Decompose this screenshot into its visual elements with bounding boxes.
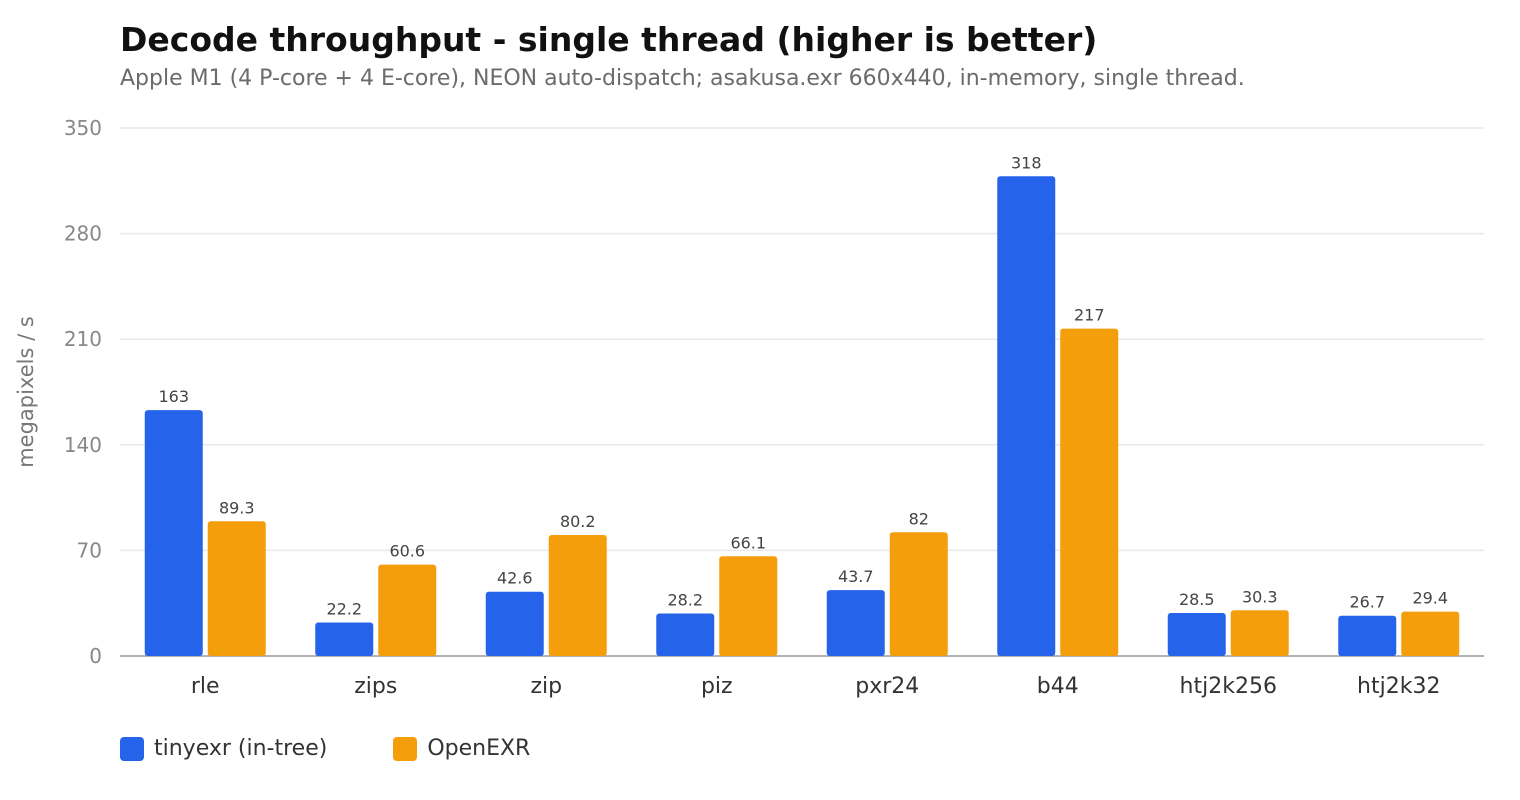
data-label-piz-tinyexr: 28.2	[667, 590, 703, 609]
chart-subtitle: Apple M1 (4 P-core + 4 E-core), NEON aut…	[120, 66, 1245, 91]
bar-piz-openexr	[719, 556, 778, 656]
y-tick-label: 210	[64, 327, 102, 351]
x-tick-label: piz	[701, 674, 733, 699]
bar-zip-openexr	[548, 535, 607, 656]
data-label-htj2k32-tinyexr: 26.7	[1349, 593, 1385, 612]
bar-htj2k256-tinyexr	[1167, 613, 1226, 656]
legend-swatch-tinyexr	[120, 736, 144, 761]
legend: tinyexr (in-tree) OpenEXR	[120, 736, 530, 761]
legend-label-openexr: OpenEXR	[427, 736, 531, 761]
data-label-rle-openexr: 89.3	[219, 498, 255, 517]
bar-piz-tinyexr	[656, 613, 715, 656]
bar-htj2k32-tinyexr	[1338, 615, 1397, 656]
data-label-htj2k256-tinyexr: 28.5	[1179, 590, 1215, 609]
y-tick-label: 280	[64, 222, 102, 246]
legend-item-openexr[interactable]: OpenEXR	[393, 736, 530, 761]
x-tick-label: htj2k32	[1357, 674, 1440, 699]
x-tick-label: rle	[191, 674, 220, 699]
y-tick-label: 140	[64, 433, 102, 457]
y-tick-label: 350	[64, 116, 102, 140]
data-label-rle-tinyexr: 163	[158, 387, 189, 406]
legend-swatch-openexr	[393, 736, 418, 761]
data-label-pxr24-openexr: 82	[909, 509, 929, 528]
x-tick-label: htj2k256	[1180, 674, 1277, 699]
data-label-zips-openexr: 60.6	[389, 542, 425, 561]
y-tick-label: 0	[89, 644, 102, 668]
x-tick-label: zip	[530, 674, 562, 699]
legend-label-tinyexr: tinyexr (in-tree)	[154, 736, 328, 761]
bar-zips-openexr	[378, 564, 437, 656]
bar-zip-tinyexr	[485, 591, 544, 656]
x-tick-label: zips	[354, 674, 397, 699]
x-tick-label: b44	[1037, 674, 1079, 699]
chart-title: Decode throughput - single thread (highe…	[120, 20, 1098, 59]
data-label-b44-tinyexr: 318	[1011, 153, 1042, 172]
data-label-pxr24-tinyexr: 43.7	[838, 567, 874, 586]
legend-item-tinyexr[interactable]: tinyexr (in-tree)	[120, 736, 327, 761]
bar-htj2k32-openexr	[1401, 611, 1460, 656]
data-label-htj2k256-openexr: 30.3	[1242, 587, 1278, 606]
bar-zips-tinyexr	[315, 622, 374, 656]
data-label-htj2k32-openexr: 29.4	[1412, 589, 1448, 608]
data-label-zip-tinyexr: 42.6	[497, 569, 533, 588]
data-label-piz-openexr: 66.1	[730, 533, 766, 552]
y-axis-label: megapixels / s	[14, 316, 38, 468]
y-tick-label: 70	[77, 538, 102, 562]
bar-rle-tinyexr	[144, 410, 203, 656]
data-label-b44-openexr: 217	[1074, 306, 1105, 325]
bar-rle-openexr	[207, 521, 266, 656]
data-label-zips-tinyexr: 22.2	[326, 600, 362, 619]
x-tick-label: pxr24	[855, 674, 919, 699]
bar-htj2k256-openexr	[1230, 610, 1289, 656]
bar-pxr24-tinyexr	[826, 590, 885, 656]
bar-b44-openexr	[1060, 328, 1119, 656]
bar-b44-tinyexr	[997, 176, 1056, 656]
bar-pxr24-openexr	[889, 532, 948, 656]
data-label-zip-openexr: 80.2	[560, 512, 596, 531]
